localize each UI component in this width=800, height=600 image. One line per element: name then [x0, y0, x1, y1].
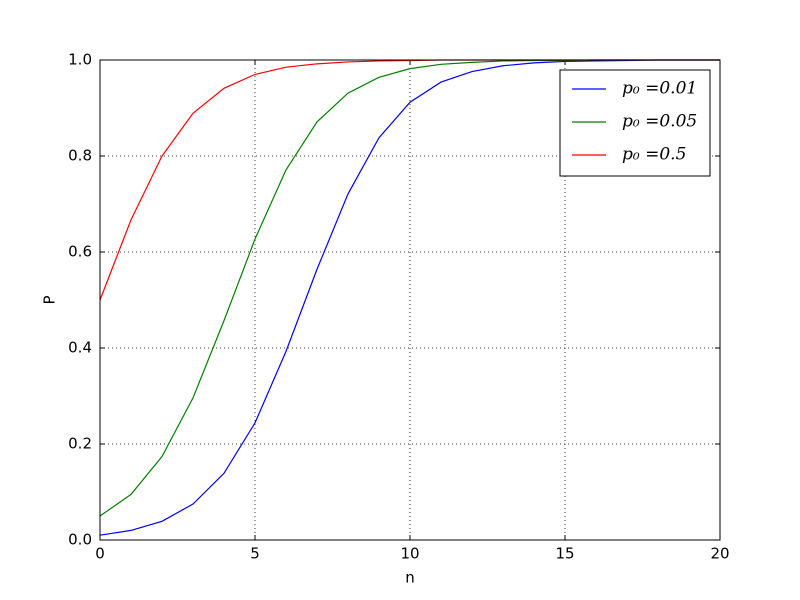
- legend-label: p₀ =0.05: [622, 112, 697, 132]
- x-tick-label: 10: [400, 545, 419, 563]
- y-axis-label: P: [41, 295, 59, 304]
- x-tick-label: 5: [250, 545, 260, 563]
- y-tick-label: 0.4: [68, 339, 92, 357]
- y-tick-label: 0.6: [68, 243, 92, 261]
- plot-frame: [99, 59, 721, 541]
- x-tick-label: 0: [95, 545, 105, 563]
- y-tick-label: 0.8: [68, 147, 92, 165]
- y-tick-label: 1.0: [68, 51, 92, 69]
- y-tick-label: 0.0: [68, 531, 92, 549]
- x-tick-label: 15: [555, 545, 574, 563]
- legend-box: [559, 69, 711, 177]
- x-tick-label: 20: [710, 545, 729, 563]
- line-series: [99, 59, 720, 536]
- y-tick-label: 0.2: [68, 435, 92, 453]
- legend-label: p₀ =0.5: [622, 145, 686, 165]
- legend-label: p₀ =0.01: [622, 79, 697, 99]
- x-axis-label: n: [405, 569, 415, 587]
